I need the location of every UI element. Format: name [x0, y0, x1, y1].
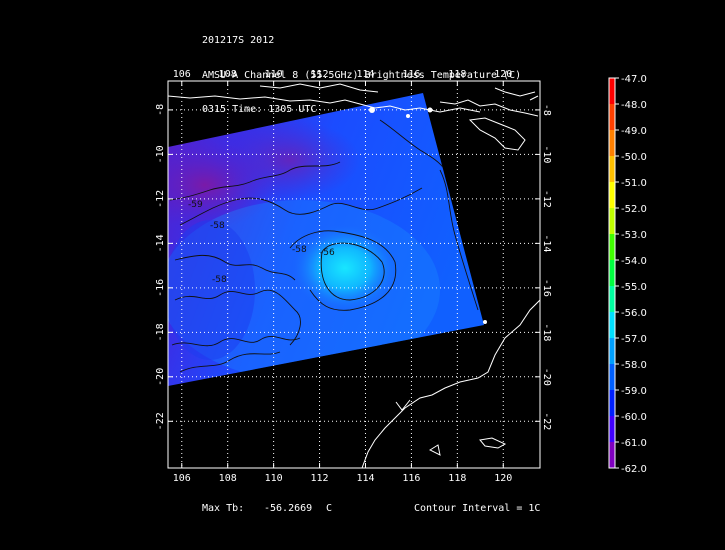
lon-label: 108: [219, 69, 237, 80]
contour-label: -58: [212, 275, 227, 285]
colorbar-frame: [608, 77, 616, 469]
lat-label: -22: [541, 412, 552, 430]
colorbar-label: -55.0: [621, 282, 647, 293]
colorbar-label: -52.0: [621, 204, 647, 215]
colorbar-segment: [609, 104, 615, 131]
lat-label: -14: [155, 234, 166, 252]
colorbar-label: -58.0: [621, 360, 647, 371]
colorbar-label: -50.0: [621, 152, 647, 163]
contour-label: -58: [210, 221, 225, 231]
colorbar-segment: [609, 442, 615, 469]
colorbar-segment: [609, 182, 615, 209]
lon-label: 110: [265, 473, 283, 484]
colorbar-label: -56.0: [621, 308, 647, 319]
colorbar-label: -47.0: [621, 74, 647, 85]
colorbar-segment: [609, 312, 615, 339]
colorbar-segment: [609, 234, 615, 261]
lon-label: 118: [448, 473, 466, 484]
colorbar-label: -62.0: [621, 464, 647, 475]
colorbar-label: -59.0: [621, 386, 647, 397]
contour-interval: Contour Interval = 1C: [414, 503, 541, 514]
colorbar-label: -54.0: [621, 256, 647, 267]
colorbar-segment: [609, 208, 615, 235]
lon-label: 112: [311, 69, 329, 80]
lon-label: 120: [494, 473, 512, 484]
colorbar-segment: [609, 390, 615, 417]
lat-label: -16: [155, 279, 166, 297]
map-frame: [167, 80, 541, 469]
axis-ticks: [168, 81, 540, 468]
colorbar-segment: [609, 260, 615, 287]
lat-label: -8: [155, 104, 166, 116]
lon-label: 114: [356, 473, 374, 484]
lon-label: 118: [448, 69, 466, 80]
lat-label: -16: [541, 279, 552, 297]
product-title: AMSU-A Channel 8 (55.5GHz) Brightness Te…: [202, 69, 522, 81]
lat-label: -12: [155, 190, 166, 208]
contour-lines: [169, 119, 479, 373]
lat-label: -20: [541, 368, 552, 386]
lat-label: -18: [541, 323, 552, 341]
lat-label: -8: [541, 104, 552, 116]
contour-label: -56: [320, 248, 335, 258]
lon-label: 106: [173, 69, 191, 80]
latitude-labels-right: -8 -10 -12 -14 -16 -18 -20 -22: [541, 104, 552, 430]
lat-label: -14: [541, 234, 552, 252]
colorbar-segment: [609, 364, 615, 391]
longitude-labels-bottom: 106 108 110 112 114 116 118 120: [173, 473, 513, 484]
colorbar-segment: [609, 338, 615, 365]
colorbar-label: -57.0: [621, 334, 647, 345]
max-tb-value: -56.2669: [264, 503, 313, 514]
colorbar: -47.0 -48.0 -49.0 -50.0 -51.0 -52.0 -53.0 -54.0…: [608, 74, 647, 475]
max-tb-label: Max Tb:: [202, 503, 245, 514]
lat-label: -12: [541, 190, 552, 208]
colorbar-segment: [609, 286, 615, 313]
lat-label: -18: [155, 323, 166, 341]
lon-label: 120: [494, 69, 512, 80]
colorbar-segment: [609, 130, 615, 157]
colorbar-label: -53.0: [621, 230, 647, 241]
longitude-labels-top: 106 108 110 112 114 116 118 120: [173, 69, 513, 80]
lat-label: -10: [155, 145, 166, 163]
coastlines: [168, 83, 540, 468]
colorbar-label: -60.0: [621, 412, 647, 423]
colorbar-label: -51.0: [621, 178, 647, 189]
colorbar-label: -48.0: [621, 100, 647, 111]
colorbar-label: -49.0: [621, 126, 647, 137]
lon-label: 110: [265, 69, 283, 80]
lon-label: 112: [311, 473, 329, 484]
contour-label: -58: [292, 245, 307, 255]
lon-label: 114: [356, 69, 374, 80]
colorbar-segment: [609, 156, 615, 183]
colorbar-segment: [609, 416, 615, 443]
lat-label: -10: [541, 145, 552, 163]
contour-label: -59: [188, 200, 203, 210]
lon-label: 106: [173, 473, 191, 484]
lat-label: -22: [155, 412, 166, 430]
lon-label: 116: [402, 69, 420, 80]
storm-id: 201217S 2012: [202, 35, 275, 46]
lon-label: 116: [402, 473, 420, 484]
max-tb-unit: C: [326, 503, 333, 514]
contour-value-labels: -59 -58 -58 -58 -56: [188, 200, 335, 285]
latitude-labels-left: -8 -10 -12 -14 -16 -18 -20 -22: [155, 104, 166, 430]
lat-lon-grid: [168, 81, 540, 468]
lat-label: -20: [155, 368, 166, 386]
lon-label: 108: [219, 473, 237, 484]
colorbar-label: -61.0: [621, 438, 647, 449]
brightness-swath: [168, 93, 484, 386]
colorbar-segment: [609, 78, 615, 105]
